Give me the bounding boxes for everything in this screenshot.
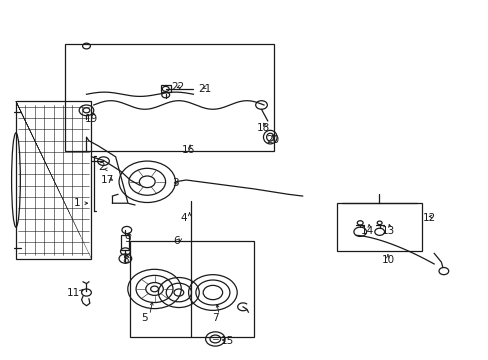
Bar (121, 235, 129, 249)
Text: 12: 12 (422, 212, 435, 222)
Text: 9: 9 (124, 234, 131, 244)
Text: 17: 17 (101, 175, 114, 185)
Text: 4: 4 (180, 212, 186, 222)
Text: 11: 11 (66, 288, 80, 297)
Text: 19: 19 (84, 114, 98, 124)
Text: 7: 7 (212, 312, 218, 323)
Text: 13: 13 (381, 226, 394, 236)
Text: 2: 2 (98, 162, 104, 172)
Text: 14: 14 (360, 226, 373, 236)
Text: 16: 16 (182, 145, 195, 155)
Bar (336, 203, 421, 251)
Text: 5: 5 (141, 312, 148, 323)
Text: 20: 20 (265, 135, 279, 145)
Text: 15: 15 (221, 336, 234, 346)
Text: 22: 22 (171, 82, 184, 92)
Bar (16, 102, 91, 258)
Text: 18: 18 (256, 123, 269, 133)
Bar (161, 85, 170, 93)
Text: 6: 6 (173, 236, 180, 246)
Bar (130, 241, 254, 337)
Text: 8: 8 (122, 255, 128, 265)
Text: 21: 21 (198, 84, 211, 94)
Text: 3: 3 (172, 178, 179, 188)
Bar (64, 44, 273, 152)
Text: 1: 1 (73, 198, 80, 208)
Text: 10: 10 (381, 255, 394, 265)
